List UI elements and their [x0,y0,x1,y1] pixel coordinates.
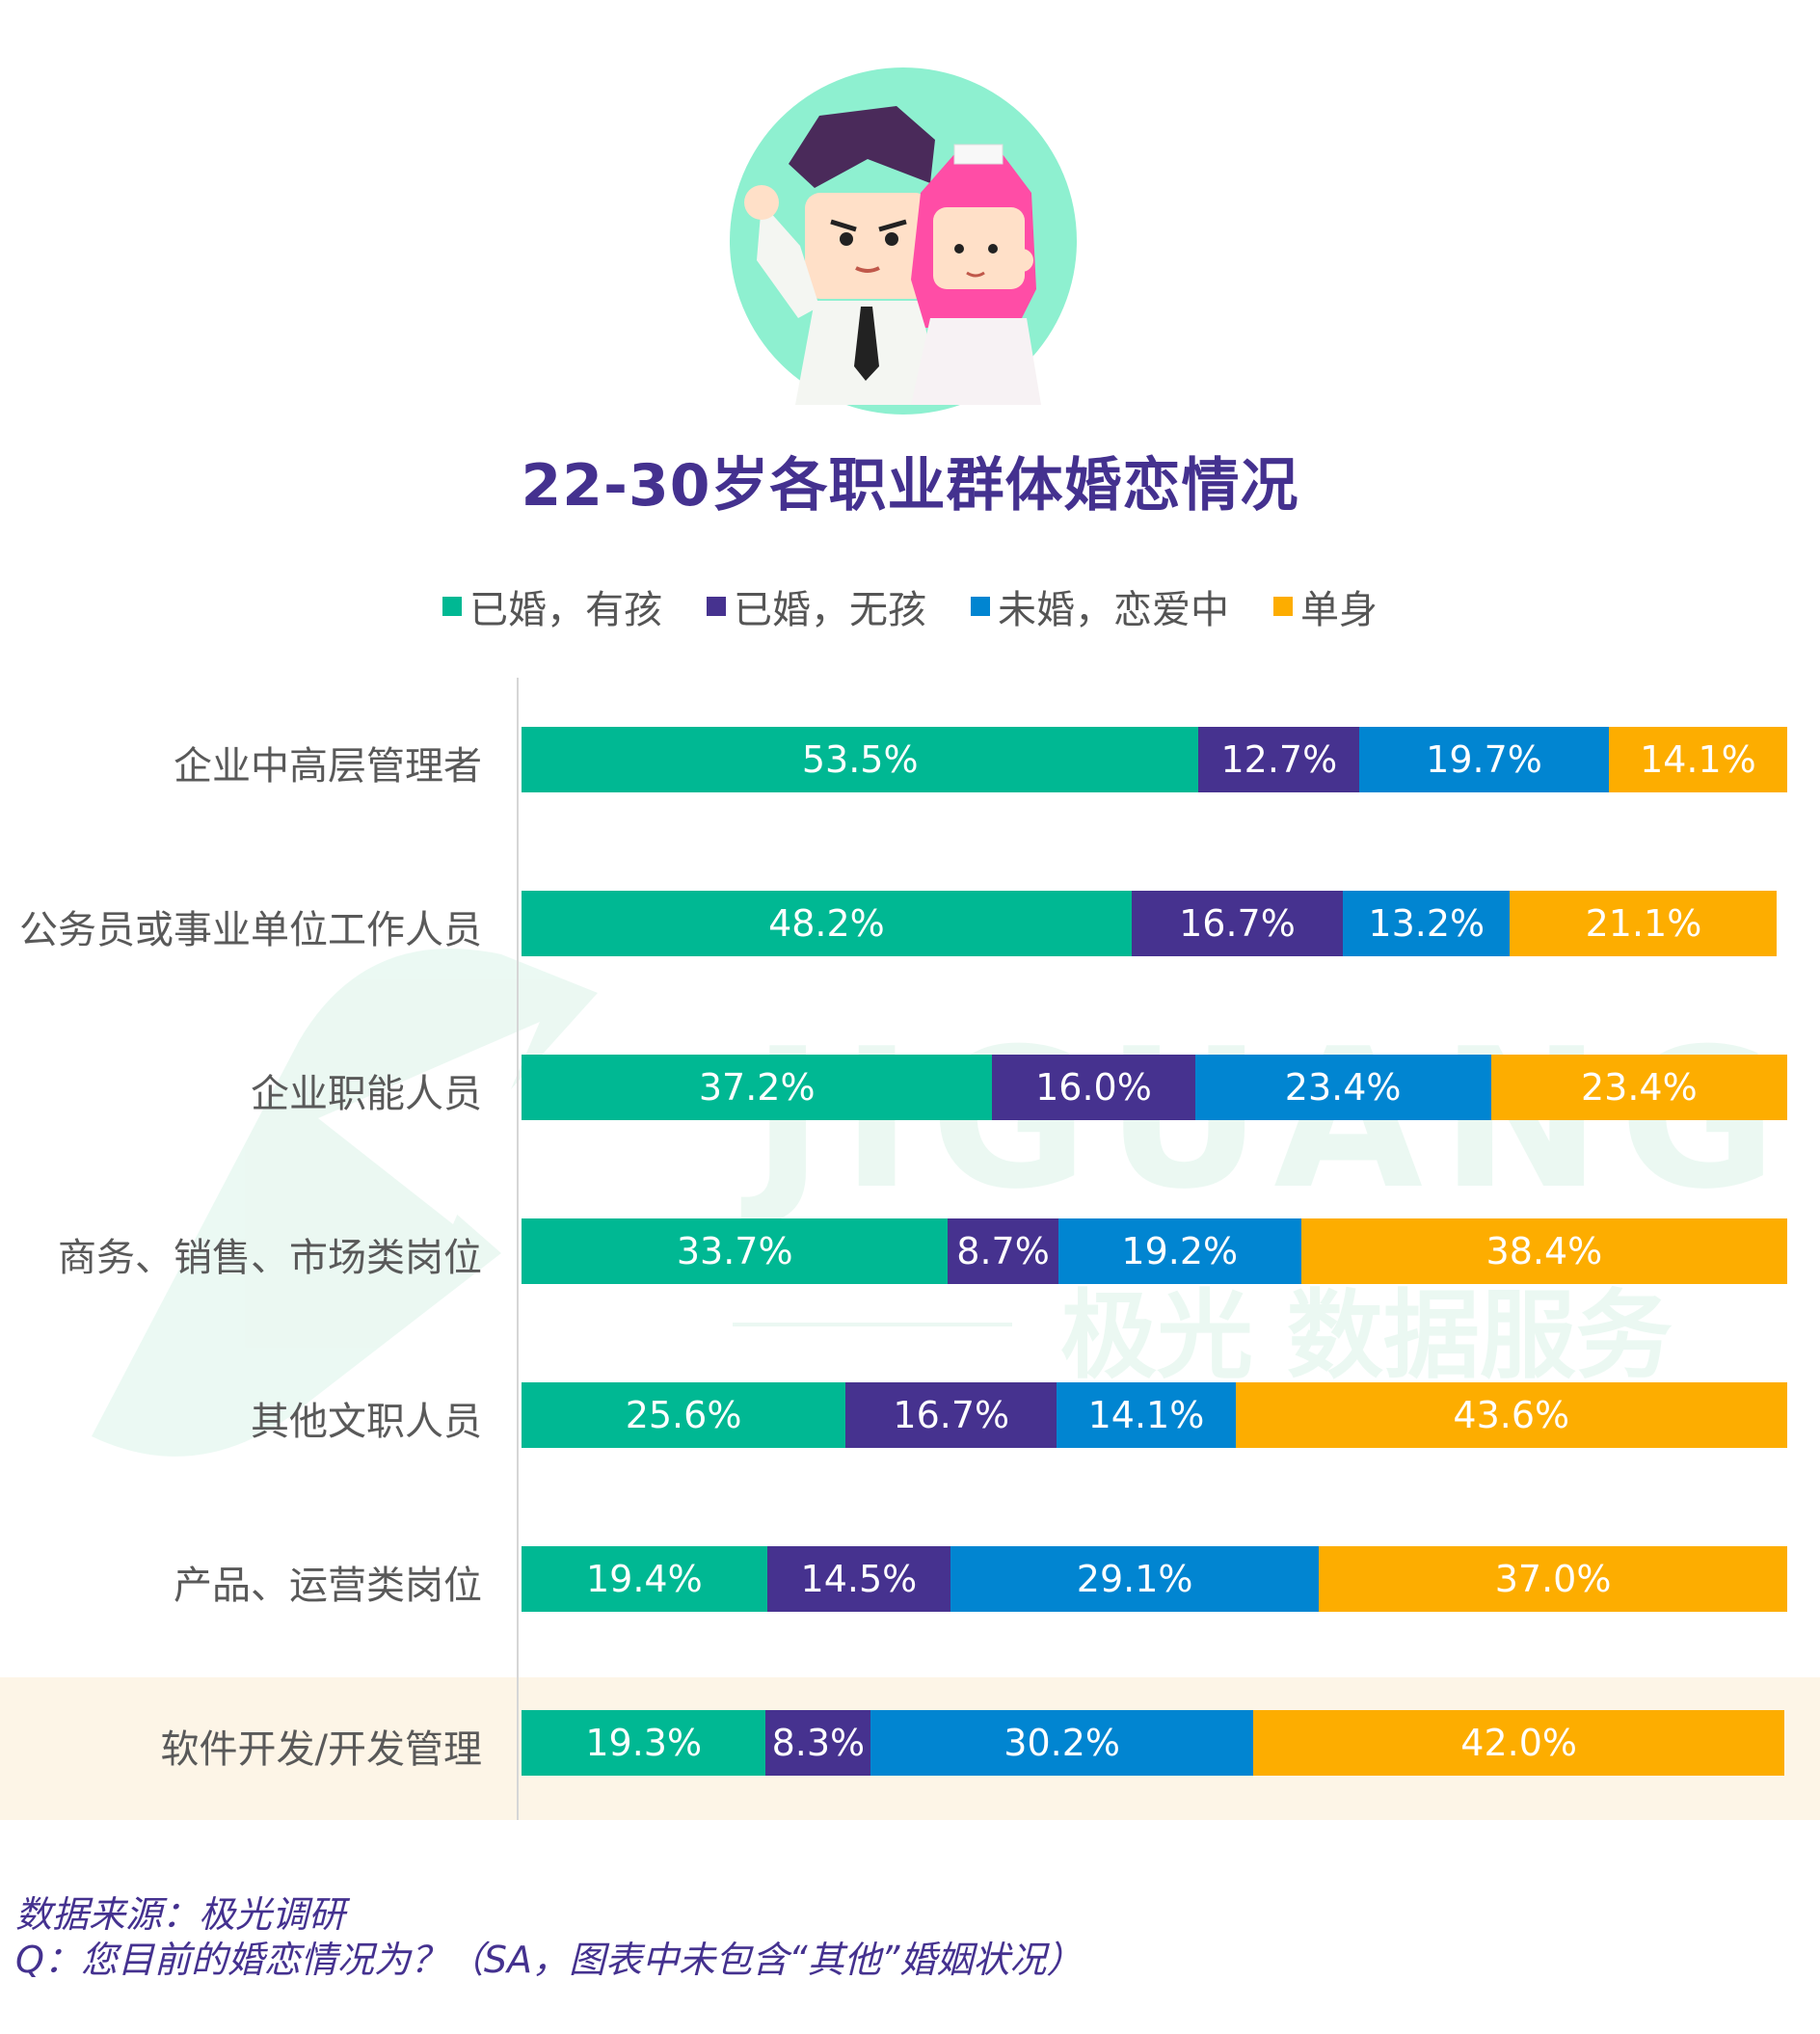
bar-value-label: 12.7% [1220,738,1338,781]
bar-value-label: 14.5% [800,1558,918,1600]
bar-segment: 38.4% [1300,1218,1787,1284]
bar-segment: 21.1% [1510,891,1778,956]
bar-value-label: 8.3% [771,1722,866,1764]
bar-value-label: 21.1% [1585,902,1702,945]
bar-value-label: 53.5% [801,738,919,781]
watermark-tagline: 极光 数据服务 [1060,1279,1673,1392]
category-label: 软件开发/开发管理 [160,1727,482,1772]
bar-value-label: 16.7% [893,1394,1010,1436]
bar-segment: 16.7% [845,1382,1057,1448]
category-label: 企业中高层管理者 [174,744,482,789]
bar-value-label: 48.2% [768,902,885,945]
bar-value-label: 37.2% [698,1066,816,1109]
category-label: 商务、销售、市场类岗位 [58,1236,482,1280]
category-axis-line [517,678,519,1820]
bride-figure [911,144,1041,405]
bar-value-label: 25.6% [625,1394,742,1436]
bar-value-label: 16.0% [1035,1066,1152,1109]
bar-value-label: 19.7% [1426,738,1542,781]
bar-segment: 43.6% [1235,1382,1787,1448]
data-source-note: 数据来源：极光调研 [15,1893,346,1936]
bar-value-label: 42.0% [1460,1722,1577,1764]
category-label: 公务员或事业单位工作人员 [19,908,482,952]
bar-value-label: 37.0% [1494,1558,1612,1600]
bar-segment: 12.7% [1198,727,1360,792]
legend-item-married-with-kids: 已婚，有孩 [442,578,662,634]
bar-value-label: 38.4% [1485,1230,1603,1272]
bar-segment: 14.5% [766,1546,951,1612]
bar-value-label: 14.1% [1640,738,1756,781]
bar-value-label: 33.7% [676,1230,793,1272]
bar-segment: 29.1% [950,1546,1320,1612]
bar-segment: 14.1% [1057,1382,1236,1448]
bar-segment: 16.0% [992,1055,1195,1120]
bar-segment: 16.7% [1131,891,1344,956]
bar-segment: 37.2% [522,1055,993,1120]
bar-segment: 42.0% [1252,1710,1785,1776]
bar-segment: 23.4% [1194,1055,1491,1120]
bar-segment: 19.7% [1359,727,1609,792]
bar-value-label: 30.2% [1004,1722,1120,1764]
legend-label: 已婚，无孩 [734,588,926,632]
legend-label: 未婚，恋爱中 [998,588,1229,632]
legend-swatch [971,597,990,616]
bar-value-label: 29.1% [1076,1558,1193,1600]
bar-value-label: 19.4% [586,1558,703,1600]
bar-segment: 19.2% [1057,1218,1301,1284]
bar-segment: 33.7% [522,1218,949,1284]
bar-segment: 14.1% [1608,727,1787,792]
legend-swatch [707,597,726,616]
bar-value-label: 14.1% [1087,1394,1205,1436]
bar-value-label: 8.7% [956,1230,1050,1272]
bar-value-label: 23.4% [1581,1066,1698,1109]
bar-segment: 19.4% [522,1546,767,1612]
chart-legend: 已婚，有孩 已婚，无孩 未婚，恋爱中 单身 [0,578,1820,634]
legend-swatch [442,597,462,616]
legend-label: 单身 [1300,588,1378,632]
watermark-logo-icon [92,949,598,1457]
bar-segment: 53.5% [522,727,1199,792]
legend-item-married-no-kids: 已婚，无孩 [707,578,926,634]
category-label: 企业职能人员 [251,1072,482,1116]
bar-value-label: 13.2% [1368,902,1485,945]
bar-segment: 19.3% [522,1710,766,1776]
bar-segment: 8.3% [765,1710,871,1776]
legend-item-single: 单身 [1273,578,1378,634]
couple-illustration [730,67,1077,415]
category-label: 产品、运营类岗位 [174,1564,482,1608]
bar-value-label: 23.4% [1284,1066,1402,1109]
category-label: 其他文职人员 [251,1400,482,1444]
groom-figure [744,106,940,405]
bar-segment: 48.2% [522,891,1132,956]
survey-question-note: Q：您目前的婚恋情况为？（SA，图表中未包含“其他”婚姻状况） [15,1939,1084,1981]
bar-segment: 25.6% [522,1382,846,1448]
bar-segment: 37.0% [1319,1546,1787,1612]
legend-swatch [1273,597,1293,616]
bar-segment: 13.2% [1343,891,1511,956]
bar-segment: 23.4% [1490,1055,1787,1120]
bar-value-label: 16.7% [1179,902,1296,945]
bar-value-label: 19.2% [1121,1230,1239,1272]
bar-segment: 30.2% [870,1710,1253,1776]
chart-title: 22-30岁各职业群体婚恋情况 [521,452,1299,520]
legend-item-dating: 未婚，恋爱中 [971,578,1229,634]
bar-segment: 8.7% [948,1218,1058,1284]
legend-label: 已婚，有孩 [469,588,662,632]
bar-value-label: 19.3% [585,1722,703,1764]
bar-value-label: 43.6% [1453,1394,1570,1436]
